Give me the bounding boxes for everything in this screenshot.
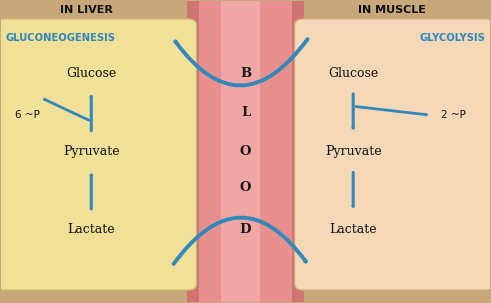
Text: D: D bbox=[240, 223, 251, 236]
Bar bbox=[187, 1, 199, 302]
Text: Glucose: Glucose bbox=[328, 67, 379, 80]
Text: Lactate: Lactate bbox=[329, 223, 377, 236]
Text: Lactate: Lactate bbox=[67, 223, 115, 236]
Bar bbox=[187, 1, 304, 302]
Text: GLYCOLYSIS: GLYCOLYSIS bbox=[419, 33, 486, 43]
Text: L: L bbox=[241, 106, 250, 119]
Text: GLUCONEOGENESIS: GLUCONEOGENESIS bbox=[5, 33, 115, 43]
Text: Glucose: Glucose bbox=[66, 67, 116, 80]
Text: O: O bbox=[240, 145, 251, 158]
Bar bbox=[292, 1, 304, 302]
Text: Pyruvate: Pyruvate bbox=[325, 145, 382, 158]
Text: 6 ~P: 6 ~P bbox=[15, 110, 40, 120]
Text: O: O bbox=[240, 181, 251, 194]
Text: IN LIVER: IN LIVER bbox=[60, 5, 113, 15]
FancyBboxPatch shape bbox=[0, 19, 196, 290]
Text: B: B bbox=[240, 67, 251, 80]
Bar bbox=[221, 1, 260, 302]
Text: IN MUSCLE: IN MUSCLE bbox=[358, 5, 426, 15]
Text: 2 ~P: 2 ~P bbox=[441, 110, 466, 120]
Text: Pyruvate: Pyruvate bbox=[63, 145, 120, 158]
FancyBboxPatch shape bbox=[295, 19, 491, 290]
